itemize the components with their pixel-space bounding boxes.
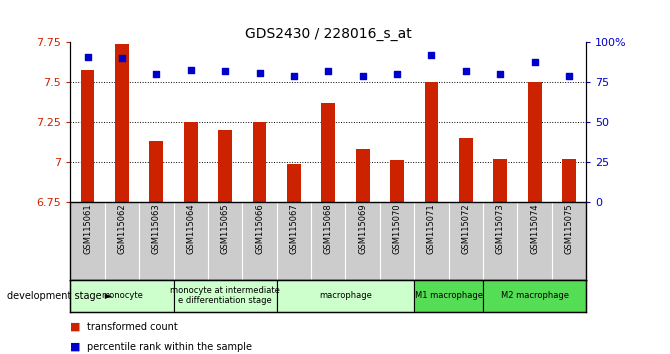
Point — [82, 54, 93, 59]
Bar — [356, 149, 370, 202]
Point — [495, 72, 506, 77]
Point — [186, 67, 196, 73]
Point — [426, 52, 437, 58]
Bar — [277, 280, 414, 312]
Text: GSM115068: GSM115068 — [324, 203, 333, 254]
Bar — [414, 280, 483, 312]
Text: M2 macrophage: M2 macrophage — [500, 291, 569, 300]
Bar — [253, 122, 267, 202]
Text: percentile rank within the sample: percentile rank within the sample — [87, 342, 252, 352]
Text: monocyte at intermediate
e differentiation stage: monocyte at intermediate e differentiati… — [170, 286, 280, 305]
Point — [254, 70, 265, 76]
Text: GSM115067: GSM115067 — [289, 203, 298, 254]
Text: monocyte: monocyte — [101, 291, 143, 300]
Bar — [218, 130, 232, 202]
Text: GSM115072: GSM115072 — [462, 203, 470, 254]
Point — [323, 68, 334, 74]
Text: GSM115065: GSM115065 — [220, 203, 230, 254]
Point — [220, 68, 230, 74]
Point — [529, 59, 540, 64]
Text: ■: ■ — [70, 342, 81, 352]
Bar — [80, 69, 94, 202]
Point — [357, 73, 368, 79]
Text: ■: ■ — [70, 322, 81, 332]
Title: GDS2430 / 228016_s_at: GDS2430 / 228016_s_at — [245, 28, 411, 41]
Text: GSM115075: GSM115075 — [565, 203, 574, 254]
Text: GSM115061: GSM115061 — [83, 203, 92, 254]
Bar — [149, 141, 163, 202]
Text: GSM115073: GSM115073 — [496, 203, 505, 254]
Bar — [459, 138, 473, 202]
Bar — [184, 122, 198, 202]
Bar — [322, 103, 335, 202]
Text: GSM115064: GSM115064 — [186, 203, 195, 254]
Bar — [287, 164, 301, 202]
Text: development stage ►: development stage ► — [7, 291, 112, 301]
Bar — [70, 280, 174, 312]
Bar — [493, 159, 507, 202]
Bar — [174, 280, 277, 312]
Text: GSM115069: GSM115069 — [358, 203, 367, 254]
Text: M1 macrophage: M1 macrophage — [415, 291, 482, 300]
Text: GSM115063: GSM115063 — [152, 203, 161, 254]
Text: GSM115070: GSM115070 — [393, 203, 401, 254]
Text: GSM115071: GSM115071 — [427, 203, 436, 254]
Bar — [562, 159, 576, 202]
Text: macrophage: macrophage — [319, 291, 372, 300]
Point — [563, 73, 574, 79]
Text: transformed count: transformed count — [87, 322, 178, 332]
Bar — [425, 82, 438, 202]
Point — [289, 73, 299, 79]
Bar — [390, 160, 404, 202]
Text: GSM115074: GSM115074 — [530, 203, 539, 254]
Bar — [528, 82, 541, 202]
Point — [117, 56, 127, 61]
Text: GSM115062: GSM115062 — [117, 203, 127, 254]
Bar — [483, 280, 586, 312]
Point — [151, 72, 161, 77]
Point — [460, 68, 471, 74]
Point — [392, 72, 403, 77]
Text: GSM115066: GSM115066 — [255, 203, 264, 254]
Bar — [115, 44, 129, 202]
